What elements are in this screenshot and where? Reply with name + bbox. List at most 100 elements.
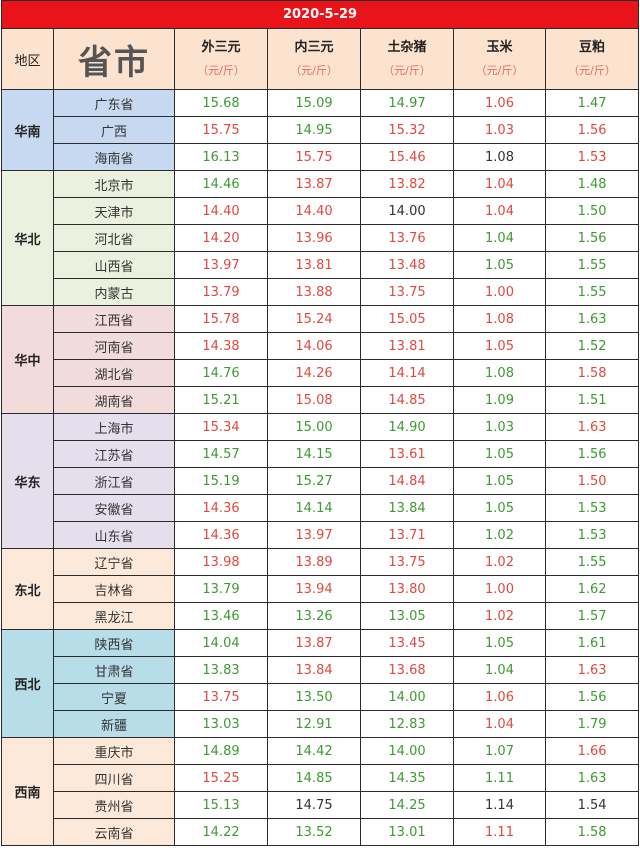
price-cell: 1.09 bbox=[453, 386, 546, 414]
province-cell: 四川省 bbox=[53, 764, 175, 792]
province-cell: 北京市 bbox=[53, 170, 175, 198]
price-cell: 1.51 bbox=[544, 386, 640, 414]
table-row: 西北 陕西省 14.04 13.87 13.45 1.05 1.61 bbox=[1, 629, 640, 738]
price-cell: 14.95 bbox=[267, 116, 361, 144]
price-cell: 1.54 bbox=[544, 791, 640, 819]
province-cell: 河南省 bbox=[53, 332, 175, 360]
price-cell: 1.04 bbox=[453, 710, 546, 738]
price-cell: 14.25 bbox=[360, 791, 454, 819]
province-cell: 贵州省 bbox=[53, 791, 175, 819]
price-cell: 15.75 bbox=[267, 143, 361, 171]
price-cell: 14.20 bbox=[174, 224, 268, 252]
table-row: 宁夏 13.75 13.50 14.00 1.06 1.56 bbox=[2, 683, 640, 711]
province-cell: 新疆 bbox=[53, 710, 175, 738]
price-cell: 14.14 bbox=[360, 359, 454, 387]
price-cell: 15.19 bbox=[174, 467, 268, 495]
header-col-unit: （元/斤） bbox=[568, 64, 616, 77]
region-cell: 东北 bbox=[1, 548, 54, 630]
price-cell: 1.08 bbox=[453, 305, 546, 333]
price-cell: 13.79 bbox=[174, 278, 268, 306]
header-col-waisanyuan: 外三元 （元/斤） bbox=[174, 28, 268, 90]
price-cell: 15.08 bbox=[267, 386, 361, 414]
header-col-unit: （元/斤） bbox=[383, 64, 431, 77]
table-row: 新疆 13.03 12.91 12.83 1.04 1.79 bbox=[2, 710, 640, 738]
price-cell: 1.08 bbox=[453, 359, 546, 387]
price-cell: 15.78 bbox=[174, 305, 268, 333]
price-cell: 1.56 bbox=[544, 224, 640, 252]
province-cell: 甘肃省 bbox=[53, 656, 175, 684]
province-cell: 内蒙古 bbox=[53, 278, 175, 306]
table-row: 天津市 14.40 14.40 14.00 1.04 1.50 bbox=[2, 197, 640, 225]
province-cell: 辽宁省 bbox=[53, 548, 175, 576]
header-row: 地区 省市 外三元 （元/斤） 内三元 （元/斤） 土杂猪 （元/斤） 玉米 （… bbox=[1, 28, 640, 90]
price-cell: 1.63 bbox=[544, 656, 640, 684]
price-cell: 16.13 bbox=[174, 143, 268, 171]
price-cell: 13.75 bbox=[360, 548, 454, 576]
header-col-name: 内三元 bbox=[294, 40, 334, 55]
table-row: 贵州省 15.13 14.75 14.25 1.14 1.54 bbox=[2, 791, 640, 819]
price-cell: 15.75 bbox=[174, 116, 268, 144]
province-cell: 重庆市 bbox=[53, 737, 175, 765]
table-row: 云南省 14.22 13.52 13.01 1.11 1.58 bbox=[2, 818, 640, 846]
price-cell: 13.75 bbox=[360, 278, 454, 306]
price-cell: 1.53 bbox=[544, 143, 640, 171]
price-cell: 12.91 bbox=[267, 710, 361, 738]
region-cell: 西北 bbox=[1, 629, 54, 738]
province-cell: 宁夏 bbox=[53, 683, 175, 711]
price-cell: 15.05 bbox=[360, 305, 454, 333]
price-cell: 13.88 bbox=[267, 278, 361, 306]
price-cell: 13.48 bbox=[360, 251, 454, 279]
price-cell: 1.06 bbox=[453, 683, 546, 711]
price-cell: 13.76 bbox=[360, 224, 454, 252]
price-cell: 1.03 bbox=[453, 413, 546, 441]
price-cell: 15.27 bbox=[267, 467, 361, 495]
price-cell: 1.05 bbox=[453, 251, 546, 279]
price-cell: 14.36 bbox=[174, 521, 268, 549]
price-cell: 13.84 bbox=[267, 656, 361, 684]
header-col-name: 土杂猪 bbox=[387, 40, 427, 55]
price-cell: 1.66 bbox=[544, 737, 640, 765]
table-row: 河南省 14.38 14.06 13.81 1.05 1.52 bbox=[2, 332, 640, 360]
price-cell: 14.36 bbox=[174, 494, 268, 522]
price-cell: 14.42 bbox=[267, 737, 361, 765]
table-row: 山东省 14.36 13.97 13.71 1.02 1.53 bbox=[2, 521, 640, 549]
price-cell: 1.53 bbox=[544, 521, 640, 549]
price-cell: 13.61 bbox=[360, 440, 454, 468]
price-cell: 13.45 bbox=[360, 629, 454, 657]
price-cell: 1.50 bbox=[544, 467, 640, 495]
price-cell: 1.50 bbox=[544, 197, 640, 225]
price-cell: 1.11 bbox=[453, 818, 546, 846]
price-cell: 14.75 bbox=[267, 791, 361, 819]
price-cell: 1.05 bbox=[453, 467, 546, 495]
price-cell: 13.80 bbox=[360, 575, 454, 603]
price-cell: 14.97 bbox=[360, 89, 454, 117]
price-cell: 1.52 bbox=[544, 332, 640, 360]
price-cell: 1.11 bbox=[453, 764, 546, 792]
header-province: 省市 bbox=[53, 28, 175, 90]
price-cell: 1.05 bbox=[453, 440, 546, 468]
table-row: 西南 重庆市 14.89 14.42 14.00 1.07 1.66 bbox=[1, 737, 640, 846]
price-cell: 1.08 bbox=[453, 143, 546, 171]
region-cell: 西南 bbox=[1, 737, 54, 846]
table-row: 四川省 15.25 14.85 14.35 1.11 1.63 bbox=[2, 764, 640, 792]
header-col-name: 豆粕 bbox=[579, 40, 606, 55]
price-cell: 14.85 bbox=[267, 764, 361, 792]
province-cell: 黑龙江 bbox=[53, 602, 175, 630]
price-cell: 15.21 bbox=[174, 386, 268, 414]
price-cell: 1.04 bbox=[453, 656, 546, 684]
price-cell: 14.84 bbox=[360, 467, 454, 495]
price-cell: 1.05 bbox=[453, 629, 546, 657]
table-title: 2020-5-29 bbox=[0, 0, 640, 29]
price-cell: 1.02 bbox=[453, 548, 546, 576]
price-cell: 14.89 bbox=[174, 737, 268, 765]
price-cell: 1.47 bbox=[544, 89, 640, 117]
province-cell: 陕西省 bbox=[53, 629, 175, 657]
price-cell: 1.02 bbox=[453, 602, 546, 630]
price-cell: 13.71 bbox=[360, 521, 454, 549]
header-col-neisanyuan: 内三元 （元/斤） bbox=[267, 28, 361, 90]
price-cell: 13.96 bbox=[267, 224, 361, 252]
header-col-unit: （元/斤） bbox=[475, 64, 524, 77]
price-cell: 1.03 bbox=[453, 116, 546, 144]
price-cell: 14.06 bbox=[267, 332, 361, 360]
price-cell: 13.87 bbox=[267, 170, 361, 198]
